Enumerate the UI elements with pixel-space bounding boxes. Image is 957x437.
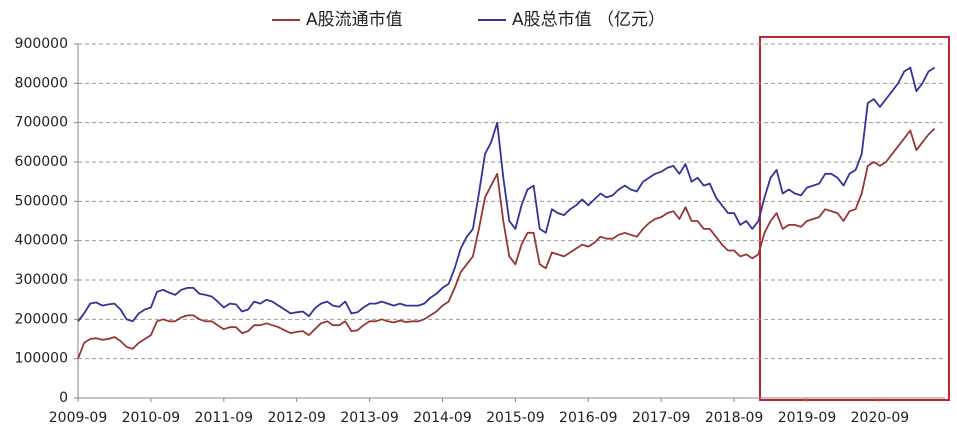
y-tick-label: 0	[59, 390, 68, 406]
y-tick-label: 600000	[15, 154, 68, 170]
x-tick-label: 2011-09	[195, 410, 254, 426]
y-tick-label: 100000	[15, 351, 68, 367]
x-tick-label: 2015-09	[486, 410, 545, 426]
y-tick-label: 300000	[15, 272, 68, 288]
highlight-box	[759, 36, 950, 401]
y-tick-label: 400000	[15, 233, 68, 249]
x-tick-label: 2018-09	[705, 410, 764, 426]
y-tick-label: 200000	[15, 311, 68, 327]
legend-label: A股总市值 （亿元）	[512, 10, 665, 30]
x-tick-label: 2013-09	[340, 410, 399, 426]
y-tick-label: 700000	[15, 115, 68, 131]
series-line	[77, 127, 936, 360]
x-tick-label: 2009-09	[49, 410, 108, 426]
legend-label: A股流通市值	[306, 10, 403, 30]
y-tick-label: 800000	[15, 75, 68, 91]
y-tick-label: 500000	[15, 193, 68, 209]
x-tick-label: 2016-09	[559, 410, 618, 426]
x-tick-label: 2020-09	[851, 410, 910, 426]
x-tick-label: 2012-09	[267, 410, 326, 426]
x-tick-label: 2014-09	[413, 410, 472, 426]
x-tick-label: 2017-09	[632, 410, 691, 426]
series-line	[77, 66, 936, 323]
x-tick-label: 2019-09	[778, 410, 837, 426]
x-tick-label: 2010-09	[122, 410, 181, 426]
y-tick-label: 900000	[15, 36, 68, 52]
